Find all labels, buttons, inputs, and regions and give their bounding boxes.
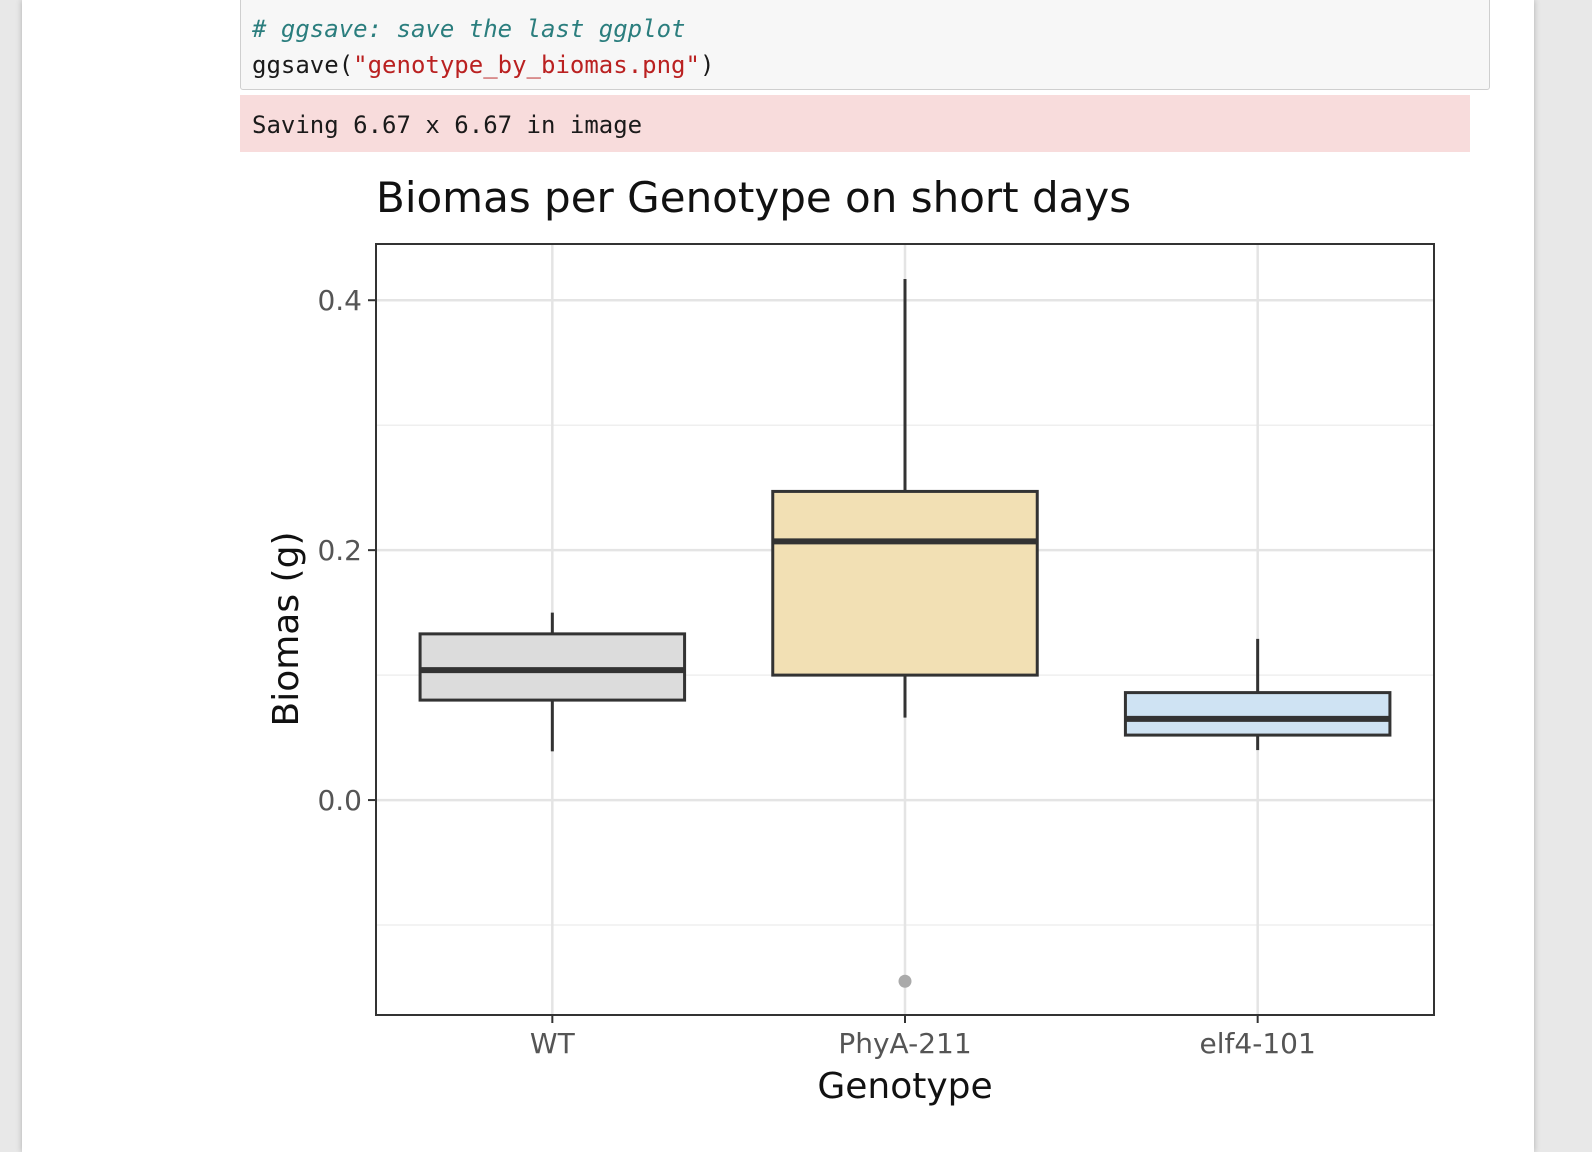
box-iqr [418,632,687,702]
axis-layer: 0.0 0.2 0.4 WT PhyA-211 elf4-101 [317,284,1315,1060]
code-cell[interactable]: # ggsave: save the last ggplot ggsave("g… [240,0,1490,90]
code-string-arg: "genotype_by_biomas.png" [353,51,700,79]
y-axis-title: Biomas (g) [266,532,307,727]
code-paren: ) [699,51,715,79]
box-group-wt [418,612,687,752]
output-stderr: Saving 6.67 x 6.67 in image [240,95,1470,152]
code-ggsave-call: ggsave("genotype_by_biomas.png") [252,51,714,79]
chart-title: Biomas per Genotype on short days [376,173,1131,222]
box-group-elf4-101 [1123,638,1392,751]
box-iqr [771,489,1039,677]
x-tick-label: PhyA-211 [838,1027,971,1060]
stderr-text: Saving 6.67 x 6.67 in image [252,111,643,139]
x-tick-label: WT [530,1027,576,1060]
code-comment: # ggsave: save the last ggplot [252,15,686,43]
y-tick-label: 0.4 [317,284,362,317]
y-tick-label: 0.2 [317,534,362,567]
outlier-point [898,974,912,988]
box-layer [418,278,1392,988]
code-function: ggsave( [252,51,354,79]
x-tick-label: elf4-101 [1200,1027,1316,1060]
x-axis-title: Genotype [817,1066,992,1107]
box-iqr [1123,691,1392,737]
y-tick-label: 0.0 [317,784,362,817]
box-group-phya-211 [771,278,1039,988]
